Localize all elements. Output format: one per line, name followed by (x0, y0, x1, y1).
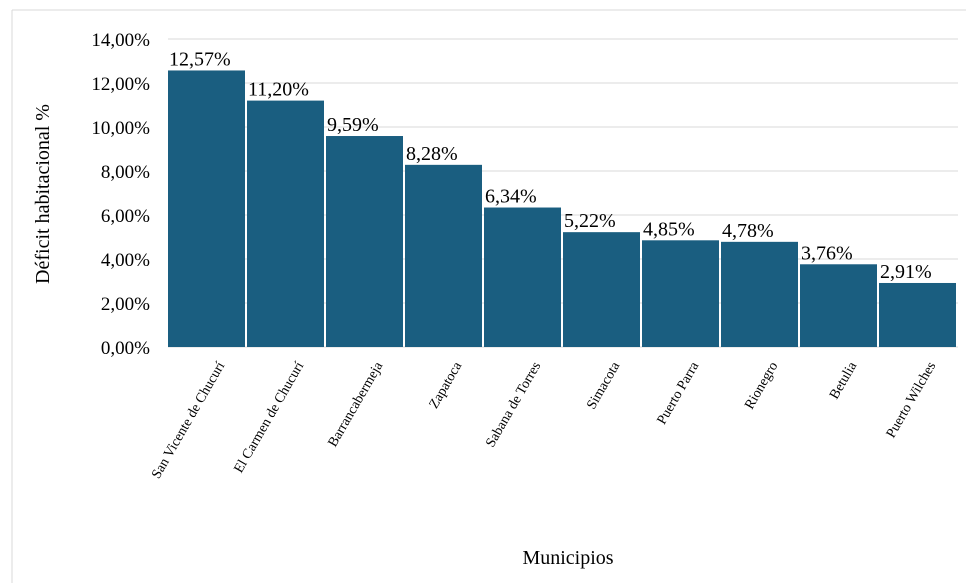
y-tick-label: 12,00% (91, 74, 150, 95)
category-label: Zapatoca (427, 359, 466, 412)
data-label: 11,20% (248, 79, 309, 101)
bar (168, 70, 245, 348)
category-label: Betulia (827, 359, 861, 402)
bar (247, 100, 324, 347)
bar (800, 264, 877, 347)
y-tick-label: 4,00% (101, 250, 150, 271)
bar (563, 232, 640, 347)
category-label: Simacota (584, 359, 623, 412)
y-axis-tick-labels: 0,00% 2,00% 4,00% 6,00% 8,00% 10,00% 12,00% 14,… (91, 30, 150, 359)
y-tick-label: 6,00% (101, 206, 150, 227)
category-label: Puerto Parra (655, 359, 703, 427)
y-tick-label: 0,00% (101, 338, 150, 359)
y-axis-title: Déficit habitacional % (32, 104, 54, 284)
y-tick-label: 10,00% (91, 118, 150, 139)
category-label: El Carmen de Chucurí (232, 359, 308, 475)
category-label: Puerto Wilches (884, 360, 940, 441)
bar (405, 164, 482, 347)
y-tick-label: 14,00% (91, 30, 150, 51)
category-label: San Vicente de Chucurí (149, 359, 228, 481)
category-label: Barrancabermeja (326, 359, 387, 450)
data-labels: 12,57% 11,20% 9,59% 8,28% 6,34% 5,22% 4,85% 4,7… (169, 48, 932, 283)
bar (326, 136, 403, 347)
bar (879, 282, 956, 347)
bar (484, 207, 561, 347)
data-label: 5,22% (564, 210, 616, 232)
data-label: 9,59% (327, 114, 379, 136)
data-label: 6,34% (485, 186, 537, 208)
data-label: 12,57% (169, 48, 231, 70)
data-label: 8,28% (406, 143, 458, 165)
x-axis-title: Municipios (522, 547, 613, 569)
data-label: 4,78% (722, 220, 774, 242)
x-axis-category-labels: San Vicente de Chucurí El Carmen de Chucu… (149, 359, 939, 482)
bars (168, 70, 956, 348)
data-label: 4,85% (643, 218, 695, 240)
data-label: 3,76% (801, 242, 853, 264)
bar (642, 240, 719, 347)
category-label: Rionegro (742, 360, 781, 413)
category-label: Sabana de Torres (483, 360, 544, 451)
bar (721, 241, 798, 347)
data-label: 2,91% (880, 261, 932, 283)
y-tick-label: 2,00% (101, 294, 150, 315)
y-tick-label: 8,00% (101, 162, 150, 183)
